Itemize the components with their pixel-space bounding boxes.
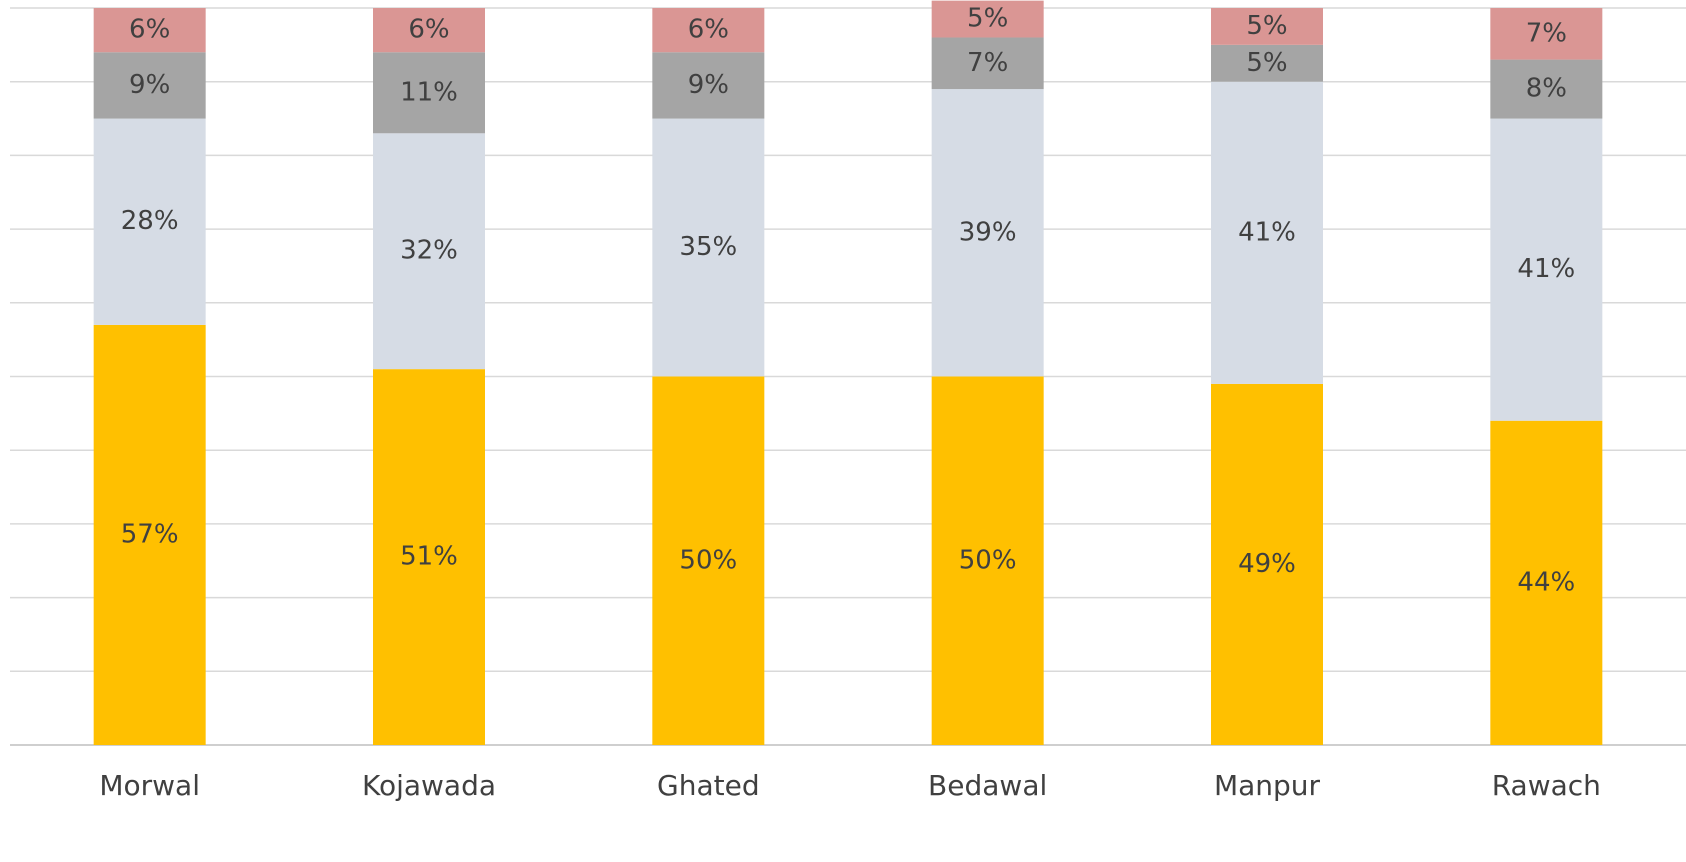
data-label: 5% — [1246, 48, 1287, 78]
data-label: 28% — [121, 206, 179, 236]
bar-segment — [373, 133, 485, 370]
bar-segment — [931, 0, 1044, 38]
bar-segment — [652, 8, 765, 53]
data-label: 41% — [1238, 217, 1296, 247]
bar-segment — [93, 8, 206, 53]
bar-segment — [1490, 118, 1603, 421]
data-label: 32% — [400, 236, 458, 266]
data-label: 9% — [688, 70, 729, 100]
data-label: 50% — [959, 545, 1017, 575]
data-label: 35% — [679, 232, 737, 262]
bar-segment — [1211, 383, 1323, 745]
x-tick-label: Bedawal — [928, 769, 1047, 802]
data-label: 57% — [121, 519, 179, 549]
bar-segment — [1490, 59, 1603, 119]
bar-segment — [1211, 8, 1323, 45]
data-label: 5% — [1246, 11, 1287, 41]
bar-segment — [93, 324, 206, 745]
data-label: 39% — [959, 217, 1017, 247]
x-tick-label: Rawach — [1492, 769, 1601, 802]
bar-segment — [931, 376, 1044, 745]
bar-segment — [93, 118, 206, 325]
data-label: 8% — [1526, 74, 1567, 104]
x-tick-label: Kojawada — [362, 769, 496, 802]
data-label: 6% — [129, 15, 170, 45]
data-label: 44% — [1517, 567, 1575, 597]
data-label: 41% — [1517, 254, 1575, 284]
bar-segment — [1211, 44, 1323, 82]
bar-segment — [1211, 81, 1323, 384]
data-label: 9% — [129, 70, 170, 100]
bar-segment — [1490, 420, 1603, 745]
bar-segment — [931, 89, 1044, 377]
data-label: 6% — [688, 15, 729, 45]
bar-segment — [373, 52, 485, 134]
data-label: 5% — [967, 4, 1008, 34]
bar-segment — [931, 37, 1044, 90]
bar-segment — [1490, 8, 1603, 60]
bar-segment — [373, 8, 485, 53]
data-label: 6% — [408, 15, 449, 45]
data-label: 7% — [1526, 18, 1567, 48]
bar-segment — [652, 376, 765, 745]
data-label: 50% — [679, 545, 737, 575]
x-tick-label: Ghated — [657, 769, 760, 802]
data-label: 11% — [400, 77, 458, 107]
x-tick-label: Manpur — [1214, 769, 1321, 802]
bar-segment — [373, 369, 485, 745]
data-label: 49% — [1238, 549, 1296, 579]
data-label: 51% — [400, 542, 458, 572]
data-label: 7% — [967, 48, 1008, 78]
bar-segment — [652, 52, 765, 119]
x-tick-label: Morwal — [99, 769, 200, 802]
bar-segment — [93, 52, 206, 119]
bar-segment — [652, 118, 765, 377]
